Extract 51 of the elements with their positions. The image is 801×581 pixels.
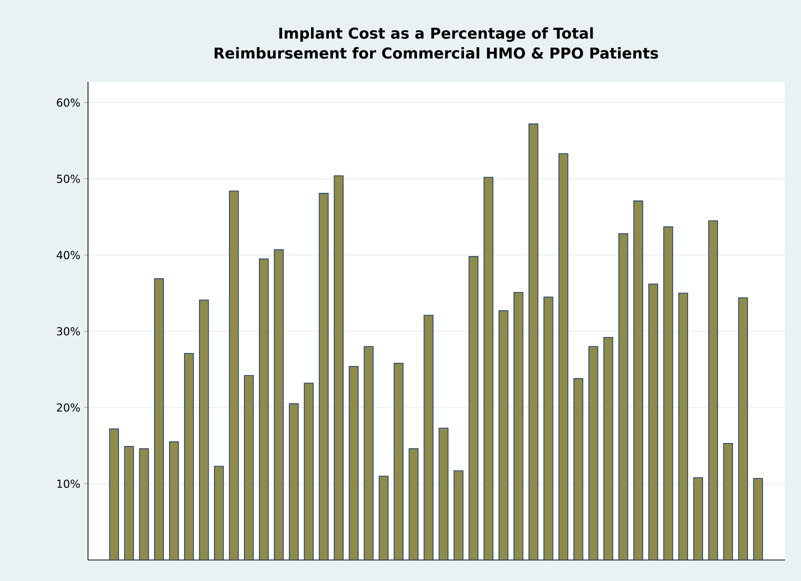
bar <box>663 226 674 560</box>
y-tick-label: 20% <box>56 403 80 412</box>
bar <box>184 352 194 560</box>
bar <box>244 375 254 560</box>
bar <box>498 310 508 560</box>
bar <box>558 153 568 560</box>
bar <box>124 446 134 560</box>
bar <box>408 448 418 560</box>
bar <box>364 346 374 560</box>
bar <box>484 176 494 560</box>
bar <box>214 466 224 560</box>
bar <box>738 297 748 560</box>
bar <box>334 175 344 560</box>
y-tick-label: 30% <box>56 327 80 336</box>
bar <box>693 477 704 560</box>
bar <box>468 256 478 560</box>
bar <box>543 296 554 560</box>
y-tick-label: 40% <box>56 250 80 260</box>
bar <box>514 292 524 560</box>
bar <box>454 470 464 560</box>
bar <box>394 362 404 560</box>
bar <box>708 220 718 560</box>
bar <box>274 249 284 560</box>
bar <box>288 403 299 560</box>
bar <box>588 346 598 560</box>
bar <box>424 314 434 560</box>
bar <box>348 366 359 560</box>
bar <box>304 382 314 560</box>
y-tick-label: 10% <box>57 480 80 488</box>
bar <box>199 300 209 560</box>
bar <box>228 190 239 560</box>
bar <box>169 441 179 560</box>
bar <box>154 278 164 560</box>
bar <box>438 428 448 560</box>
y-tick-label: 50% <box>56 174 80 183</box>
bar <box>618 233 628 560</box>
bar <box>603 336 614 560</box>
bar <box>648 284 658 560</box>
bar <box>258 258 269 560</box>
chart-title: Implant Cost as a Percentage of Total Reimbursement for Commercial HMO & PPO Patients <box>214 27 658 59</box>
bar <box>678 292 688 560</box>
bar <box>633 200 644 560</box>
bar <box>318 192 329 560</box>
y-tick-label: 60% <box>56 98 80 107</box>
bar <box>139 448 149 560</box>
bar <box>378 476 389 560</box>
bar <box>753 478 763 560</box>
bar <box>109 428 119 560</box>
bar <box>723 442 733 560</box>
bar <box>528 124 538 560</box>
bar <box>573 378 584 560</box>
